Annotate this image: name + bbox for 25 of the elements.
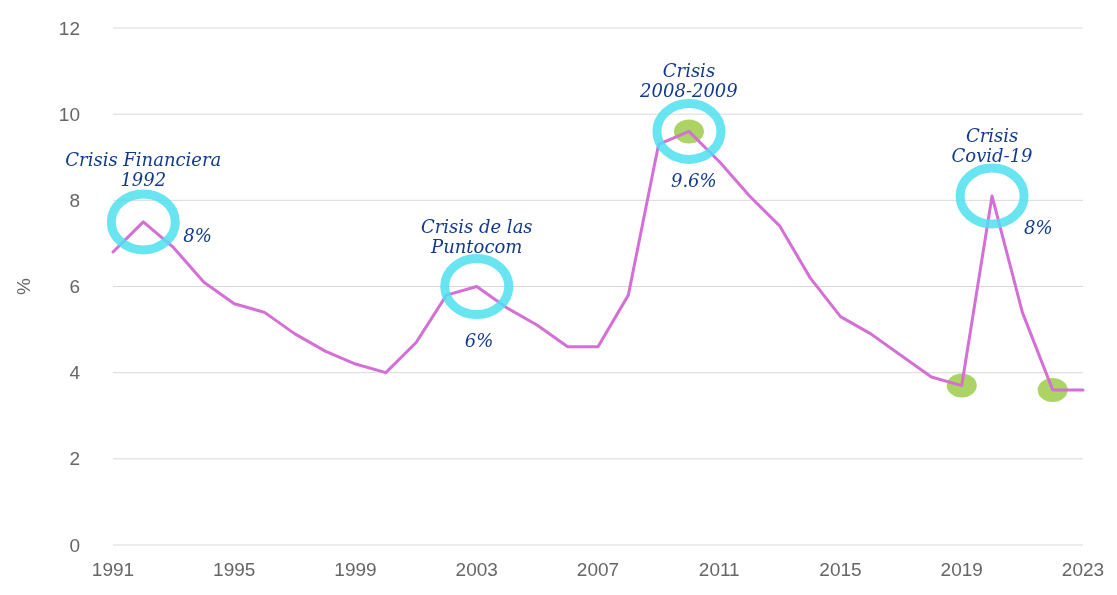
x-tick-label: 2023 (1061, 559, 1105, 580)
x-tick-label: 2015 (819, 559, 862, 580)
annotation: 8% (1024, 217, 1053, 239)
x-tick-label: 2007 (576, 559, 620, 580)
annotation: 9.6% (670, 170, 717, 192)
annotation: Crisis Covid-19 (951, 125, 1033, 167)
x-tick-label: 1991 (91, 559, 135, 580)
annotation: 8% (183, 224, 212, 246)
x-tick-label: 2019 (940, 559, 983, 580)
annotation: Crisis 2008-2009 (639, 60, 738, 102)
y-tick-label: 10 (58, 103, 80, 125)
annotation: 6% (464, 329, 494, 351)
y-tick-label: 4 (69, 362, 81, 384)
x-tick-label: 2003 (455, 559, 498, 580)
y-tick-label: 6 (69, 276, 80, 298)
annotation: Crisis de las Puntocom (420, 215, 533, 257)
annotation: Crisis Financiera 1992 (65, 148, 222, 190)
y-tick-label: 0 (69, 534, 80, 556)
y-tick-label: 8 (69, 189, 80, 211)
y-axis-title: % (13, 277, 34, 295)
x-tick-label: 2011 (698, 559, 740, 580)
y-tick-label: 2 (69, 448, 80, 470)
x-tick-label: 1999 (334, 559, 377, 580)
x-tick-label: 1995 (213, 559, 256, 580)
y-tick-label: 12 (58, 17, 80, 39)
